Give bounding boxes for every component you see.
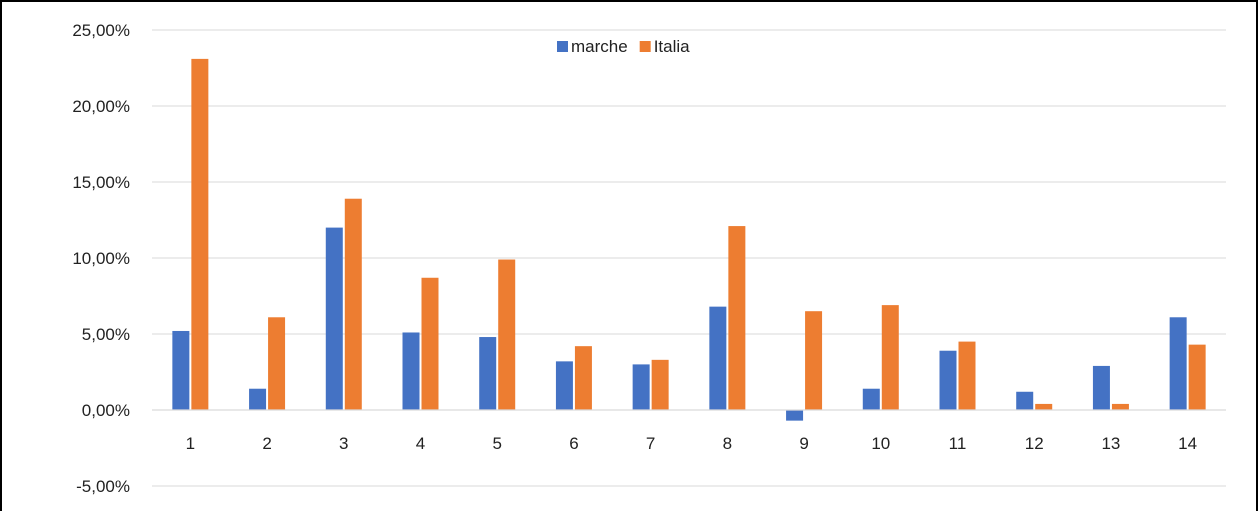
x-tick-label: 14	[1178, 434, 1197, 453]
x-tick-label: 7	[646, 434, 655, 453]
bar-marche-6	[555, 361, 573, 410]
bar-marche-7	[632, 364, 650, 410]
bar-italia-13	[1111, 403, 1129, 410]
bar-italia-11	[958, 341, 976, 410]
bar-marche-4	[402, 332, 420, 410]
x-tick-label: 6	[569, 434, 578, 453]
legend-label-marche: marche	[571, 37, 628, 56]
y-axis-tick-labels: 25,00% 20,00% 15,00% 10,00% 5,00% 0,00% -5,00%	[72, 21, 130, 496]
bar-italia-14	[1188, 344, 1206, 410]
bar-italia-5	[498, 259, 516, 410]
x-tick-label: 10	[871, 434, 890, 453]
legend: marche Italia	[557, 37, 690, 56]
y-tick-label: 5,00%	[82, 325, 130, 344]
x-tick-label: 3	[339, 434, 348, 453]
bar-marche-8	[709, 306, 727, 410]
bar-italia-8	[728, 226, 746, 410]
bar-marche-12	[1016, 391, 1034, 410]
legend-swatch-marche	[557, 41, 568, 52]
x-tick-label: 8	[723, 434, 732, 453]
gridlines	[152, 29, 1226, 487]
bar-marche-3	[325, 227, 343, 410]
bar-marche-9	[786, 410, 804, 421]
y-tick-label: 20,00%	[72, 97, 130, 116]
legend-label-italia: Italia	[654, 37, 690, 56]
y-tick-label: -5,00%	[76, 477, 130, 496]
bar-italia-9	[805, 311, 823, 410]
bar-italia-1	[191, 58, 209, 410]
bar-italia-3	[344, 198, 362, 410]
x-tick-label: 11	[949, 434, 967, 453]
bar-italia-6	[574, 346, 592, 410]
bar-marche-11	[939, 350, 957, 410]
y-tick-label: 15,00%	[72, 173, 130, 192]
x-tick-label: 4	[416, 434, 425, 453]
bar-italia-7	[651, 359, 669, 410]
bar-italia-4	[421, 277, 439, 410]
bar-italia-10	[881, 305, 899, 410]
y-tick-label: 0,00%	[82, 401, 130, 420]
bar-italia-2	[268, 317, 286, 410]
x-axis-tick-labels: 1 2 3 4 5 6 7 8 9 10 11 12 13 14	[186, 434, 1197, 453]
x-tick-label: 5	[492, 434, 501, 453]
x-tick-label: 2	[262, 434, 271, 453]
y-tick-label: 10,00%	[72, 249, 130, 268]
x-tick-label: 9	[799, 434, 808, 453]
legend-swatch-italia	[639, 41, 651, 52]
bar-marche-2	[249, 388, 267, 410]
x-tick-label: 1	[186, 434, 195, 453]
y-tick-label: 25,00%	[72, 21, 130, 40]
bar-marche-14	[1169, 317, 1187, 410]
bar-marche-10	[862, 388, 880, 410]
bar-marche-1	[172, 330, 190, 410]
bar-italia-12	[1035, 403, 1053, 410]
x-tick-label: 13	[1101, 434, 1120, 453]
x-tick-label: 12	[1025, 434, 1044, 453]
bars	[172, 58, 1206, 421]
bar-marche-13	[1092, 365, 1110, 410]
bar-marche-5	[479, 337, 497, 410]
